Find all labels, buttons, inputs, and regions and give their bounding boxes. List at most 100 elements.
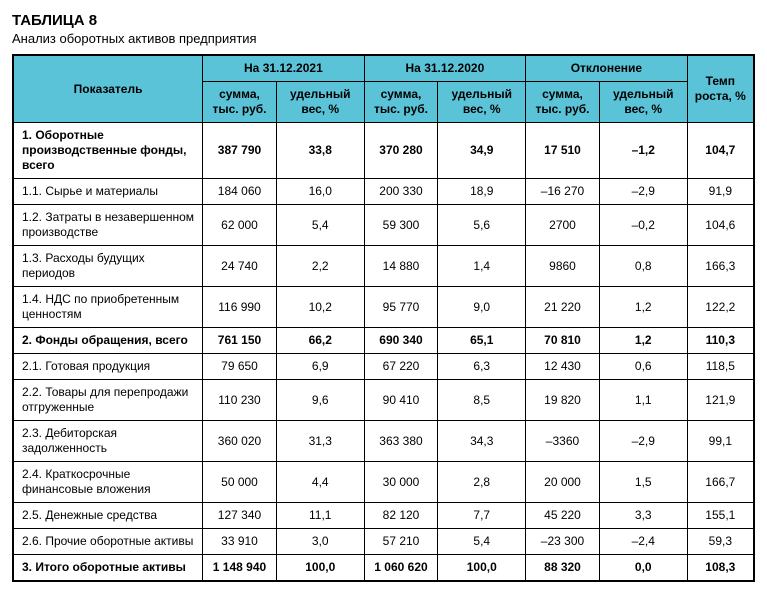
deviation-weight: –2,9 (599, 179, 687, 205)
sum-2020: 30 000 (364, 462, 438, 503)
deviation-weight: 0,0 (599, 555, 687, 582)
col-growth: Темп роста, % (687, 55, 754, 123)
weight-2020: 7,7 (438, 503, 526, 529)
table-header: Показатель На 31.12.2021 На 31.12.2020 О… (13, 55, 754, 123)
table-number: ТАБЛИЦА 8 (12, 12, 755, 29)
growth-rate: 121,9 (687, 380, 754, 421)
sum-2020: 67 220 (364, 354, 438, 380)
deviation-sum: 19 820 (526, 380, 600, 421)
deviation-weight: 0,8 (599, 246, 687, 287)
sum-2021: 1 148 940 (203, 555, 277, 582)
col-sum-1: сумма, тыс. руб. (203, 82, 277, 123)
table-row: 1.2. Затраты в незавершенном производств… (13, 205, 754, 246)
weight-2021: 4,4 (276, 462, 364, 503)
weight-2021: 9,6 (276, 380, 364, 421)
deviation-weight: 1,2 (599, 287, 687, 328)
row-label: 2.5. Денежные средства (13, 503, 203, 529)
row-label: 2.1. Готовая продукция (13, 354, 203, 380)
table-body: 1. Оборотные производственные фонды, все… (13, 123, 754, 582)
table-row: 1.4. НДС по приобретенным ценностям116 9… (13, 287, 754, 328)
deviation-sum: 70 810 (526, 328, 600, 354)
growth-rate: 108,3 (687, 555, 754, 582)
weight-2021: 3,0 (276, 529, 364, 555)
table-row: 2.4. Краткосрочные финансовые вложения50… (13, 462, 754, 503)
col-weight-2: удельный вес, % (438, 82, 526, 123)
weight-2020: 9,0 (438, 287, 526, 328)
table-caption: ТАБЛИЦА 8 Анализ оборотных активов предп… (12, 12, 755, 46)
weight-2020: 5,6 (438, 205, 526, 246)
deviation-sum: 45 220 (526, 503, 600, 529)
sum-2021: 79 650 (203, 354, 277, 380)
weight-2020: 5,4 (438, 529, 526, 555)
weight-2021: 5,4 (276, 205, 364, 246)
weight-2021: 2,2 (276, 246, 364, 287)
deviation-sum: 88 320 (526, 555, 600, 582)
deviation-weight: 0,6 (599, 354, 687, 380)
sum-2020: 1 060 620 (364, 555, 438, 582)
table-row: 2.3. Дебиторская задолженность360 02031,… (13, 421, 754, 462)
weight-2021: 31,3 (276, 421, 364, 462)
growth-rate: 122,2 (687, 287, 754, 328)
table-row: 2.6. Прочие оборотные активы33 9103,057 … (13, 529, 754, 555)
sum-2020: 90 410 (364, 380, 438, 421)
col-indicator: Показатель (13, 55, 203, 123)
col-weight-d: удельный вес, % (599, 82, 687, 123)
sum-2020: 82 120 (364, 503, 438, 529)
sum-2021: 360 020 (203, 421, 277, 462)
table-description: Анализ оборотных активов предприятия (12, 31, 755, 46)
table-row: 1. Оборотные производственные фонды, все… (13, 123, 754, 179)
weight-2021: 10,2 (276, 287, 364, 328)
row-label: 1. Оборотные производственные фонды, все… (13, 123, 203, 179)
weight-2020: 6,3 (438, 354, 526, 380)
deviation-sum: 20 000 (526, 462, 600, 503)
deviation-weight: –2,9 (599, 421, 687, 462)
weight-2021: 11,1 (276, 503, 364, 529)
weight-2021: 66,2 (276, 328, 364, 354)
deviation-sum: –16 270 (526, 179, 600, 205)
weight-2020: 34,3 (438, 421, 526, 462)
growth-rate: 99,1 (687, 421, 754, 462)
deviation-sum: –23 300 (526, 529, 600, 555)
table-row: 2. Фонды обращения, всего761 15066,2690 … (13, 328, 754, 354)
col-period1: На 31.12.2021 (203, 55, 365, 82)
row-label: 1.2. Затраты в незавершенном производств… (13, 205, 203, 246)
weight-2020: 18,9 (438, 179, 526, 205)
weight-2020: 1,4 (438, 246, 526, 287)
col-period2: На 31.12.2020 (364, 55, 526, 82)
growth-rate: 104,7 (687, 123, 754, 179)
weight-2021: 33,8 (276, 123, 364, 179)
row-label: 2.2. Товары для перепродажи отгруженные (13, 380, 203, 421)
growth-rate: 118,5 (687, 354, 754, 380)
weight-2020: 100,0 (438, 555, 526, 582)
deviation-sum: 9860 (526, 246, 600, 287)
sum-2020: 14 880 (364, 246, 438, 287)
sum-2021: 33 910 (203, 529, 277, 555)
weight-2020: 8,5 (438, 380, 526, 421)
growth-rate: 91,9 (687, 179, 754, 205)
table-row: 2.1. Готовая продукция79 6506,967 2206,3… (13, 354, 754, 380)
col-sum-2: сумма, тыс. руб. (364, 82, 438, 123)
sum-2021: 50 000 (203, 462, 277, 503)
deviation-weight: 1,5 (599, 462, 687, 503)
weight-2021: 100,0 (276, 555, 364, 582)
deviation-sum: 17 510 (526, 123, 600, 179)
sum-2021: 24 740 (203, 246, 277, 287)
weight-2020: 65,1 (438, 328, 526, 354)
sum-2021: 127 340 (203, 503, 277, 529)
weight-2021: 16,0 (276, 179, 364, 205)
table-row: 2.2. Товары для перепродажи отгруженные 1… (13, 380, 754, 421)
row-label: 2.6. Прочие оборотные активы (13, 529, 203, 555)
growth-rate: 155,1 (687, 503, 754, 529)
col-weight-1: удельный вес, % (276, 82, 364, 123)
row-label: 2.4. Краткосрочные финансовые вложения (13, 462, 203, 503)
sum-2021: 387 790 (203, 123, 277, 179)
row-label: 1.1. Сырье и материалы (13, 179, 203, 205)
row-label: 1.4. НДС по приобретенным ценностям (13, 287, 203, 328)
sum-2020: 59 300 (364, 205, 438, 246)
col-deviation: Отклонение (526, 55, 688, 82)
table-row: 1.1. Сырье и материалы184 06016,0200 330… (13, 179, 754, 205)
weight-2020: 34,9 (438, 123, 526, 179)
deviation-weight: 1,2 (599, 328, 687, 354)
row-label: 2. Фонды обращения, всего (13, 328, 203, 354)
deviation-sum: 2700 (526, 205, 600, 246)
